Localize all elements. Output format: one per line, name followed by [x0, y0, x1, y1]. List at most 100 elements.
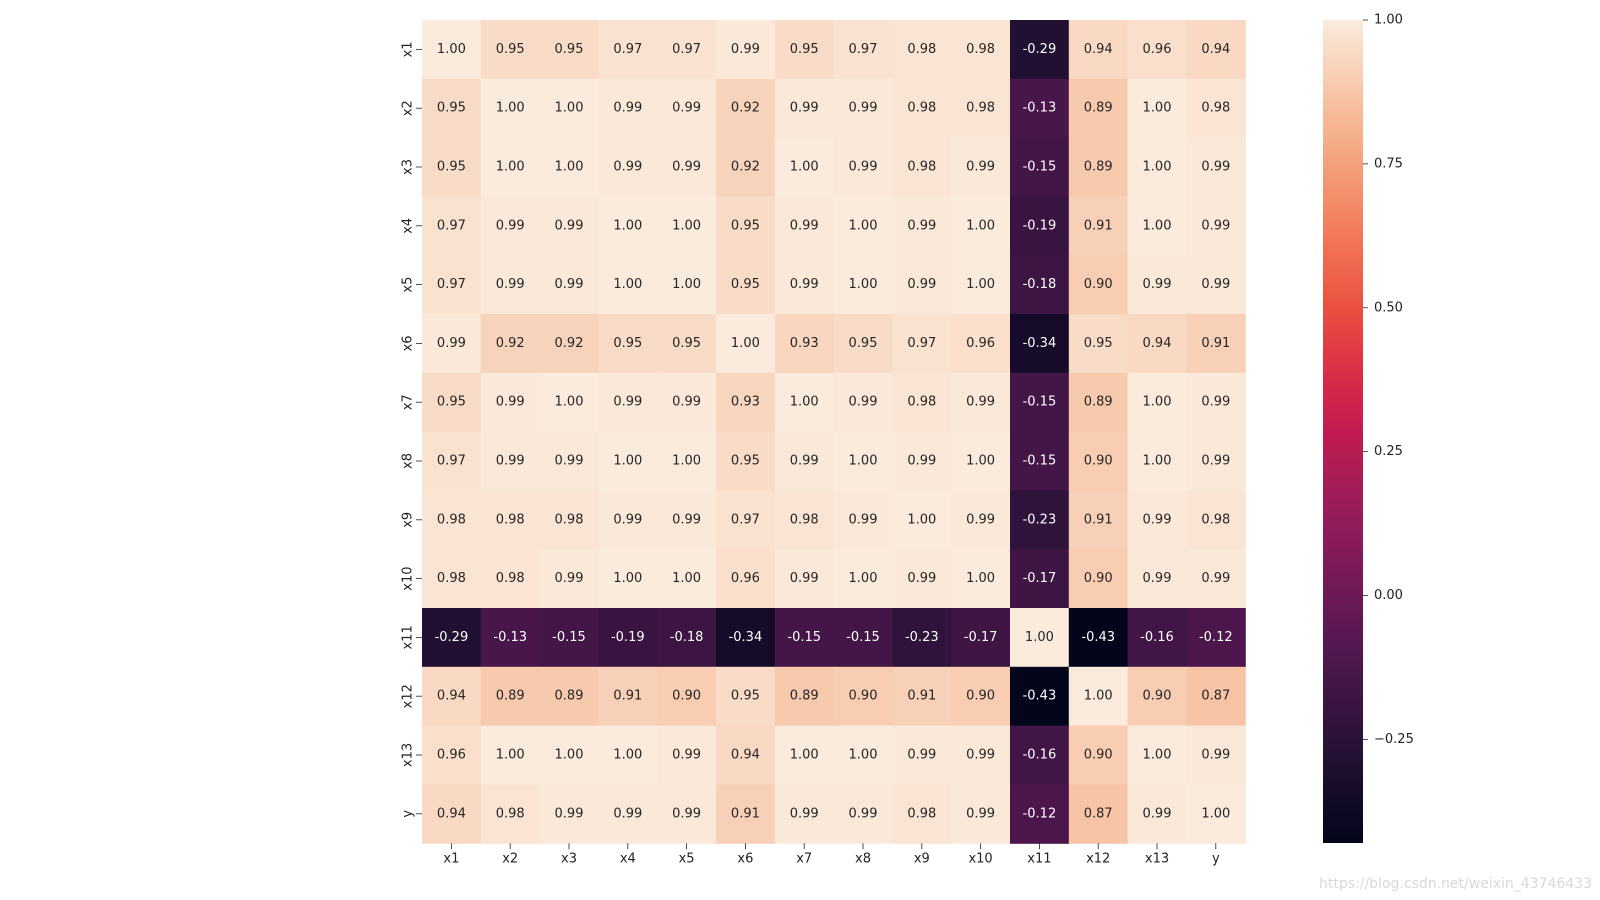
heatmap-cell [1068, 255, 1129, 315]
heatmap-cell [1127, 20, 1187, 80]
cell-value-label: 0.98 [496, 806, 525, 821]
heatmap-cell [422, 196, 482, 256]
heatmap-cell [480, 372, 541, 433]
heatmap-cell [539, 608, 599, 668]
cell-value-label: 0.99 [907, 218, 936, 233]
heatmap-cell [539, 784, 599, 844]
heatmap-cell [716, 137, 776, 197]
cell-value-label: -0.19 [1023, 218, 1057, 233]
heatmap-cell [539, 725, 599, 785]
cell-value-label: 0.99 [907, 748, 936, 763]
cell-value-label: 0.95 [731, 218, 760, 233]
heatmap-cell [1010, 549, 1070, 609]
cell-value-label: 0.99 [966, 748, 995, 763]
heatmap-cell [1186, 549, 1246, 609]
y-tick-label: y [401, 810, 416, 818]
cell-value-label: 0.98 [1201, 512, 1230, 527]
cell-value-label: 1.00 [1143, 395, 1172, 410]
cell-value-label: 0.99 [1201, 571, 1230, 586]
cell-value-label: 0.99 [672, 395, 701, 410]
cell-value-label: 0.99 [613, 101, 642, 116]
heatmap-cell [951, 372, 1011, 433]
heatmap-cell [480, 196, 541, 256]
y-tick-label: x3 [401, 159, 416, 175]
heatmap-cell [892, 78, 952, 139]
heatmap-cell [1010, 314, 1070, 374]
heatmap-cell [480, 608, 541, 668]
y-tick-label: x1 [401, 41, 416, 57]
y-tick-label: x13 [401, 743, 416, 767]
cell-value-label: 0.97 [672, 42, 701, 57]
x-tick-label: x13 [1145, 852, 1169, 867]
heatmap-cell [1068, 137, 1129, 197]
cell-value-label: -0.29 [435, 630, 469, 645]
heatmap-cell [833, 372, 893, 433]
cell-value-label: 0.99 [1201, 748, 1230, 763]
cell-value-label: -0.23 [905, 630, 939, 645]
heatmap-cell [422, 20, 482, 80]
heatmap-cell [1186, 784, 1246, 844]
heatmap-cell [539, 666, 599, 727]
heatmap-cell [1186, 490, 1246, 550]
cell-value-label: 0.94 [1084, 42, 1113, 57]
cell-value-label: 0.99 [790, 571, 819, 586]
cell-value-label: 0.92 [555, 336, 584, 351]
heatmap-cell [716, 372, 776, 433]
heatmap-cell [598, 196, 658, 256]
cell-value-label: 0.99 [907, 277, 936, 292]
heatmap-cell [951, 314, 1011, 374]
cell-value-label: 0.95 [613, 336, 642, 351]
cell-value-label: 0.99 [437, 336, 466, 351]
heatmap-cell [774, 196, 835, 256]
heatmap-cell [833, 20, 893, 80]
x-tick-label: x8 [855, 852, 871, 867]
heatmap-cell [716, 490, 776, 550]
x-tick-label: x10 [968, 852, 992, 867]
y-tick-label: x4 [401, 218, 416, 234]
heatmap-cell [657, 314, 717, 374]
heatmap-cell [774, 608, 835, 668]
cell-value-label: 1.00 [672, 277, 701, 292]
cell-value-label: 0.99 [613, 160, 642, 175]
heatmap-cell [833, 255, 893, 315]
cell-value-label: 1.00 [555, 101, 584, 116]
cell-value-label: 0.99 [1201, 277, 1230, 292]
cell-value-label: 0.90 [1084, 454, 1113, 469]
cell-value-label: 1.00 [966, 571, 995, 586]
heatmap-cell [598, 725, 658, 785]
heatmap-cells: 1.00 0.95 0.95 0.97 0.97 0.99 0.95 0.97 0.98 0.98… [422, 20, 1246, 844]
cell-value-label: 0.99 [613, 806, 642, 821]
heatmap-cell [657, 725, 717, 785]
x-tick-label: x11 [1027, 852, 1051, 867]
cell-value-label: 0.99 [966, 395, 995, 410]
cell-value-label: 1.00 [613, 571, 642, 586]
heatmap-cell [598, 314, 658, 374]
cell-value-label: -0.12 [1199, 630, 1233, 645]
heatmap-cell [1068, 725, 1129, 785]
heatmap-cell [539, 20, 599, 80]
cell-value-label: 0.89 [1084, 395, 1113, 410]
heatmap-cell [1127, 372, 1187, 433]
heatmap-cell [480, 255, 541, 315]
heatmap-cell [657, 78, 717, 139]
heatmap-cell [833, 431, 893, 491]
heatmap-cell [1127, 666, 1187, 727]
heatmap-cell [1186, 372, 1246, 433]
heatmap-cell [1186, 255, 1246, 315]
heatmap-cell [892, 608, 952, 668]
x-tick-labels: x1 x2 x3 x4 x5 x6 x7 x8 x9 x10 x11 x12 x13 y [443, 843, 1220, 867]
heatmap-cell [598, 784, 658, 844]
heatmap-cell [892, 490, 952, 550]
cell-value-label: -0.23 [1023, 512, 1057, 527]
cell-value-label: 0.97 [437, 277, 466, 292]
heatmap-cell [774, 314, 835, 374]
cell-value-label: 1.00 [790, 395, 819, 410]
heatmap-cell [539, 255, 599, 315]
heatmap-cell [716, 20, 776, 80]
cell-value-label: 0.97 [437, 218, 466, 233]
heatmap-cell [1010, 784, 1070, 844]
heatmap-cell [833, 314, 893, 374]
x-tick-label: x2 [502, 852, 518, 867]
x-tick-label: y [1212, 852, 1220, 867]
heatmap-cell [598, 78, 658, 139]
